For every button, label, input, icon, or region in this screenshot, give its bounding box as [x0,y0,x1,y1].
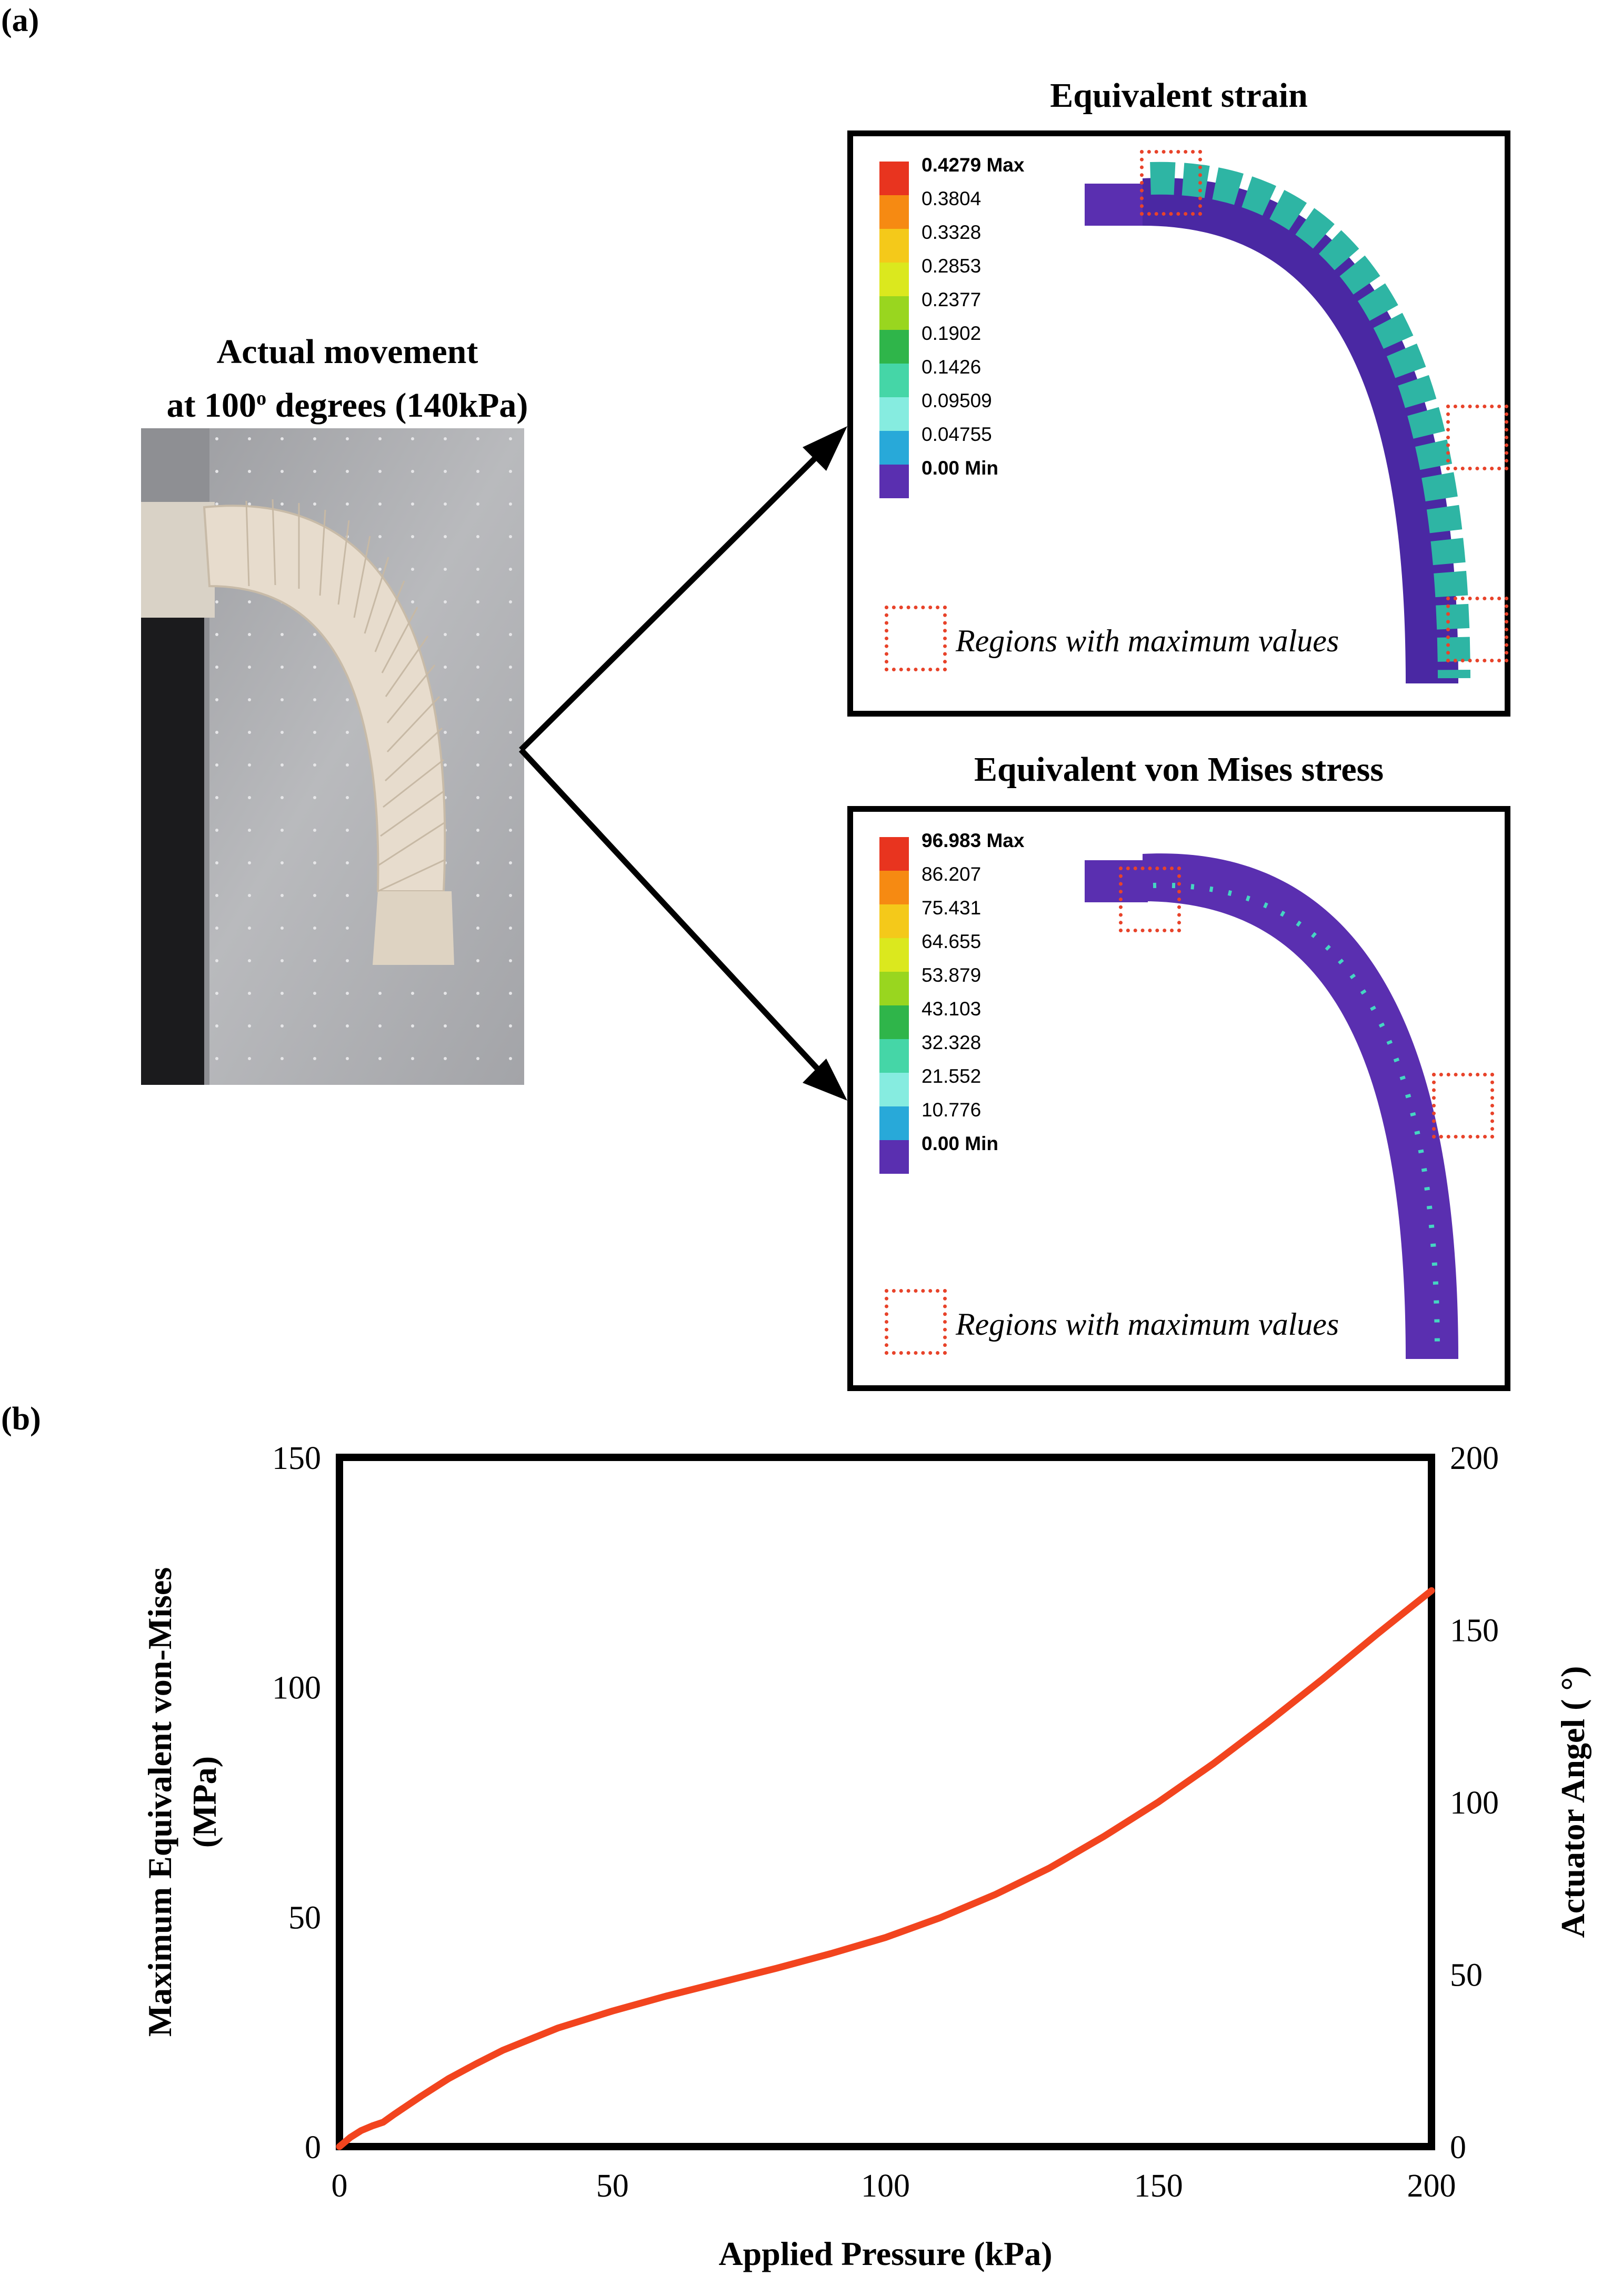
legend-label: 86.207 [922,863,982,885]
strain-max-region-1 [1140,150,1202,216]
y-tick-label: 50 [288,1900,321,1936]
x-axis-title: Applied Pressure (kPa) [718,2235,1052,2272]
y-tick-label: 100 [272,1670,321,1706]
legend-swatch [879,364,909,397]
photo-title-angle: at 100 [166,386,257,425]
legend-swatch [879,904,909,938]
legend-label: 0.1426 [922,356,982,378]
legend-swatch [879,1140,909,1174]
x-tick-label: 200 [1407,2168,1456,2204]
y2-tick-label: 200 [1450,1441,1499,1476]
photo-title: Actual movement at 100o degrees (140kPa) [142,329,553,429]
legend-label: 0.00 Min [922,1133,998,1154]
strain-note: Regions with maximum values [956,623,1339,658]
legend-swatch [879,1106,909,1140]
arrow-head-stress [803,1059,847,1101]
legend-label: 0.00 Min [922,457,998,479]
photo-title-pressure: degrees (140kPa) [266,386,528,425]
legend-swatch [879,871,909,904]
stress-max-region-1 [1119,867,1181,932]
legend-label: 0.09509 [922,390,992,411]
legend-swatch [879,1073,909,1106]
photo-title-line1: Actual movement [216,333,478,371]
stress-actuator-model [1085,853,1458,1359]
strain-max-region-2 [1446,405,1508,470]
y-axis-title-line2: (MPa) [186,1756,223,1848]
arrow-head-strain [803,426,847,471]
x-tick-label: 100 [861,2168,910,2204]
legend-label: 32.328 [922,1032,982,1053]
legend-label: 64.655 [922,931,982,952]
legend-swatch [879,229,909,263]
y2-tick-label: 0 [1450,2130,1466,2166]
legend-label: 0.04755 [922,424,992,445]
legend-label: 21.552 [922,1065,982,1087]
stress-max-region-2 [1432,1073,1494,1139]
legend-swatch [879,195,909,229]
legend-swatch [879,397,909,431]
legend-label: 10.776 [922,1099,982,1121]
photo-title-line2: at 100o degrees (140kPa) [142,375,553,429]
y2-tick-label: 100 [1450,1785,1499,1821]
legend-label: 43.103 [922,998,982,1020]
stress-note: Regions with maximum values [956,1307,1339,1342]
legend-swatch [879,431,909,465]
legend-swatch [879,162,909,195]
x-tick-label: 150 [1134,2168,1183,2204]
legend-swatch [879,1039,909,1073]
stress-panel: 96.983 Max 86.207 75.431 64.655 53.879 43.103… [847,806,1510,1391]
y2-tick-label: 150 [1450,1613,1499,1649]
y2-axis-title: Actuator Angel ( °) [1554,1666,1591,1938]
arrows [518,426,847,1101]
legend-label: 0.1902 [922,323,982,344]
legend-swatch [879,330,909,364]
actuator-photo-image [141,428,524,1085]
legend-swatch [879,465,909,498]
x-tick-label: 50 [596,2168,629,2204]
legend-label: 0.3804 [922,188,982,209]
stress-title: Equivalent von Mises stress [974,750,1384,789]
legend-label: 0.3328 [922,221,982,243]
legend-label: 0.4279 Max [922,154,1025,176]
panel-a-label: (a) [1,3,39,38]
strain-legend-key-box [885,606,947,671]
series-line [336,1587,1435,2150]
legend-label: 96.983 Max [922,830,1025,851]
legend-swatch [879,263,909,296]
strain-panel: 0.4279 Max 0.3804 0.3328 0.2853 0.2377 0.1902… [847,130,1510,717]
strain-title: Equivalent strain [1050,76,1308,115]
actuator-photo [141,428,524,1085]
legend-label: 75.431 [922,897,982,919]
y2-tick-label: 50 [1450,1958,1483,1993]
y-axis-title-line1: Maximum Equivalent von-Mises [141,1567,178,2037]
legend-swatch [879,938,909,972]
panel-b-label: (b) [1,1401,41,1437]
strain-actuator-model [1085,162,1470,683]
legend-swatch [879,837,909,871]
arrow-to-stress [518,748,834,1086]
legend-swatch [879,1005,909,1039]
x-tick-label: 0 [332,2168,348,2204]
legend-label: 0.2377 [922,289,982,310]
strain-max-region-3 [1446,597,1508,662]
plot-frame [336,1454,1435,2150]
legend-label: 53.879 [922,964,982,986]
arrow-to-strain [519,440,834,752]
legend-swatch [879,296,909,330]
pressure-chart: 0 50 100 150 200050100150050100150200Applied… [141,1441,1591,2272]
legend-swatch [879,972,909,1005]
y-tick-label: 150 [272,1441,321,1476]
y-tick-label: 0 [305,2130,321,2166]
stress-legend-key-box [885,1289,947,1355]
photo-title-degree-sign: o [256,387,267,409]
legend-label: 0.2853 [922,255,982,277]
